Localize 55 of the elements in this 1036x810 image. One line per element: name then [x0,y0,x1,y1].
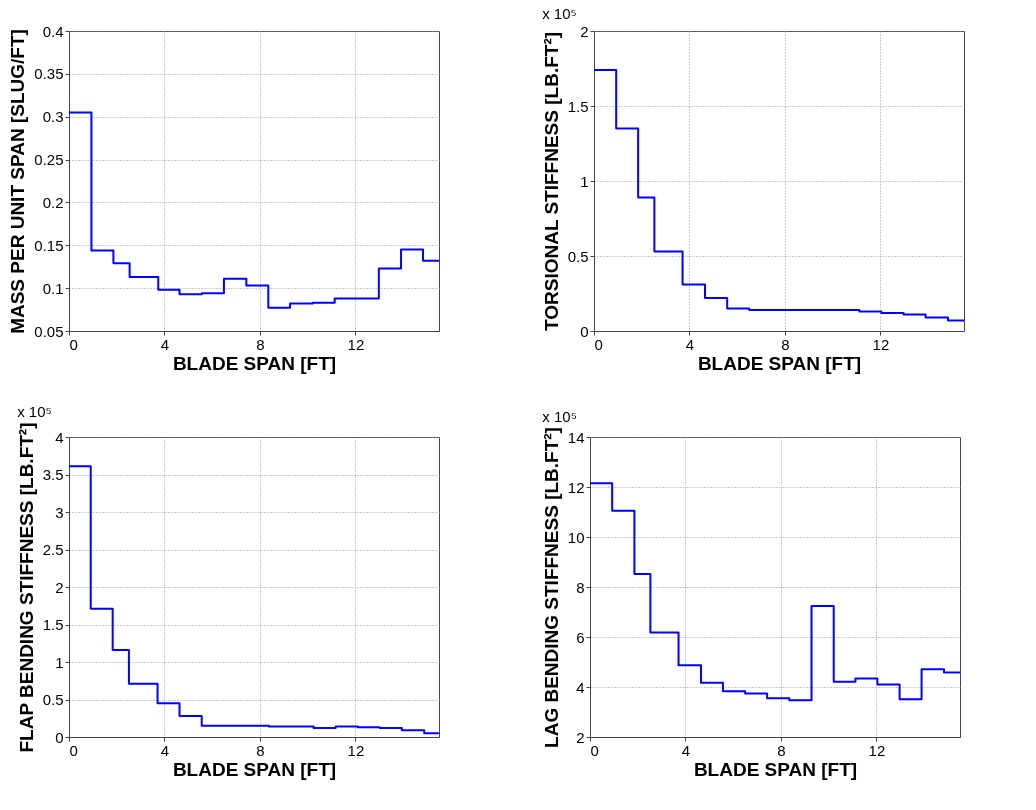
x-axis-title: BLADE SPAN [FT] [172,352,337,374]
x-tick-label: 12 [347,335,365,353]
x-tick-label: 4 [681,741,691,759]
x-axis-title: BLADE SPAN [FT] [172,758,337,780]
y-tick-label: 0.4 [42,22,64,40]
x-tick-label: 12 [347,741,365,759]
x-tick-label: 0 [69,741,78,759]
y-tick-label: 4 [576,678,585,696]
x-tick-label: 4 [685,335,695,353]
y-tick-label: 0.05 [34,322,64,340]
x-tick-label: 8 [256,335,265,353]
y-tick-label: 1.5 [567,97,589,115]
y-tick-label: 14 [567,428,585,446]
y-tick-label: 0.1 [42,279,64,297]
y-axis-title: TORSIONAL STIFFNESS [LB.FT²] [540,31,562,332]
y-tick-label: 8 [576,578,585,596]
y-tick-label: 3 [55,503,64,521]
y-tick-label: 4 [55,428,64,446]
y-axis-title: MASS PER UNIT SPAN [SLUG/FT] [7,29,29,334]
y-axis-title: LAG BENDING STIFFNESS [LB.FT²] [540,427,562,748]
x-axis-title: BLADE SPAN [FT] [697,352,862,374]
x-tick-label: 0 [594,335,603,353]
x-tick-label: 4 [160,741,170,759]
y-tick-label: 6 [576,628,585,646]
y-tick-label: 0.15 [34,236,64,254]
y-tick-label: 2.5 [42,541,64,558]
y-tick-label: 1 [55,653,64,671]
y-tick-label: 2 [55,578,64,596]
text: x 10⁵ [542,407,577,425]
x-tick-label: 12 [868,741,886,759]
y-tick-label: 3.5 [42,466,64,483]
x-tick-label: 8 [256,741,265,759]
y-tick-label: 2 [576,728,585,746]
text: x 10⁵ [17,402,52,420]
y-tick-label: 0.35 [34,65,64,83]
y-axis-title: FLAP BENDING STIFFNESS [LB.FT²] [15,422,37,753]
y-tick-label: 0.3 [42,108,64,126]
x-axis-title: BLADE SPAN [FT] [693,758,858,780]
y-tick-label: 0 [55,728,64,746]
text: x 10⁵ [542,5,577,22]
x-tick-label: 12 [872,335,890,353]
y-tick-label: 2 [580,22,589,40]
x-tick-label: 0 [69,335,78,353]
y-tick-label: 0 [580,322,589,340]
y-tick-label: 1.5 [42,616,64,633]
y-tick-label: 0.25 [34,151,64,169]
x-tick-label: 4 [160,335,170,353]
y-tick-label: 0.5 [42,691,64,708]
y-tick-label: 10 [567,528,585,546]
y-tick-label: 0.2 [42,193,64,211]
y-tick-label: 0.5 [567,247,589,265]
y-tick-label: 1 [580,172,589,190]
x-tick-label: 8 [781,335,790,353]
x-tick-label: 8 [777,741,786,759]
y-tick-label: 12 [567,478,585,496]
